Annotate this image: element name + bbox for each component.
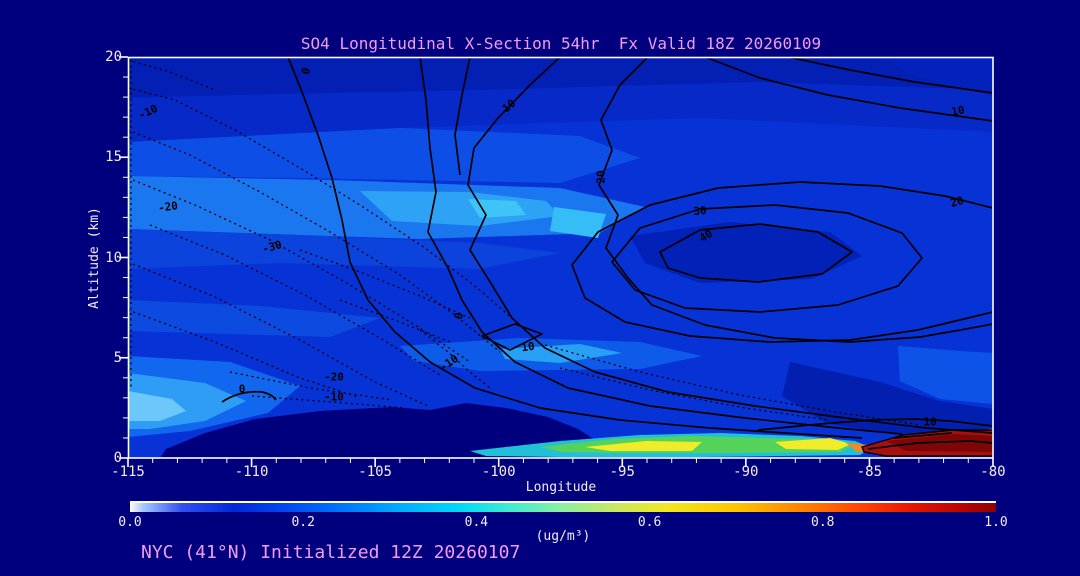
colorbar xyxy=(130,503,996,512)
x-axis-tick-labels: -115 -110 -105 -100 -95 -90 -85 -80 xyxy=(111,464,1006,480)
negative-contours xyxy=(128,59,921,426)
colorbar-units-label: (ug/m³) xyxy=(535,529,591,544)
y-axis-tick-labels: 20 15 10 5 0 xyxy=(105,49,122,466)
axis-ticks xyxy=(119,56,994,467)
x-axis-label: Longitude xyxy=(525,480,597,495)
fill-layers xyxy=(128,57,993,458)
init-info-text: NYC (41°N) Initialized 12Z 20260107 xyxy=(141,542,521,563)
colorbar-tick-labels: 0.0 0.2 0.4 0.6 0.8 1.0 xyxy=(118,515,1008,530)
positive-contours xyxy=(221,57,993,450)
plot-title: SO4 Longitudinal X-Section 54hr Fx Valid… xyxy=(300,34,822,53)
plot-frame xyxy=(127,56,994,459)
